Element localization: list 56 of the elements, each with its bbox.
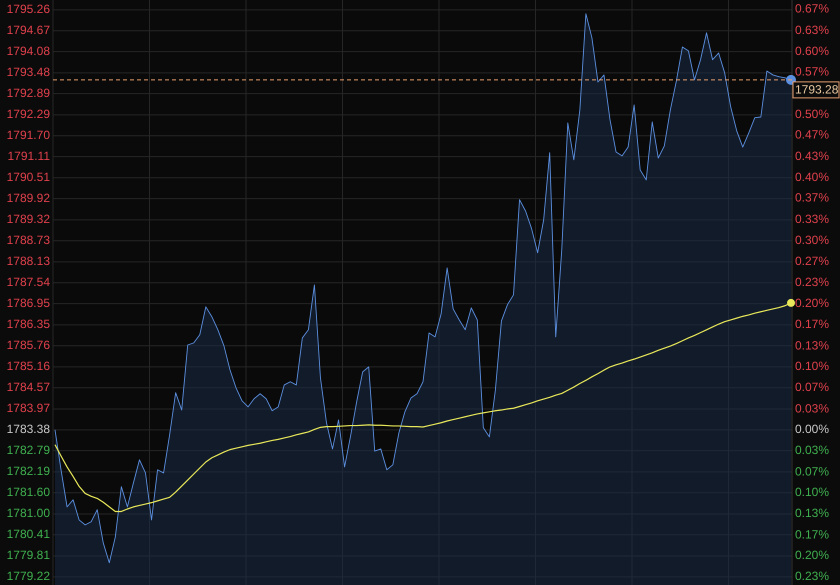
- y2-tick-label: 0.67%: [795, 2, 830, 16]
- y-tick-label: 1792.89: [6, 86, 50, 100]
- y-tick-label: 1794.67: [6, 22, 50, 37]
- y-tick-label: 1785.76: [6, 338, 50, 352]
- y-tick-label: 1787.54: [6, 274, 50, 289]
- y2-tick-label: 0.43%: [795, 149, 830, 164]
- y-tick-label: 1783.38: [6, 422, 50, 436]
- y2-tick-label: 0.03%: [795, 401, 830, 416]
- y2-tick-label: 0.07%: [795, 380, 830, 394]
- y-tick-label: 1779.22: [6, 569, 50, 584]
- y2-tick-label: 0.10%: [795, 485, 830, 500]
- y2-tick-label: 0.30%: [795, 232, 830, 247]
- y-tick-label: 1784.57: [6, 380, 50, 394]
- y-tick-label: 1785.16: [6, 359, 50, 374]
- y2-tick-label: 0.13%: [795, 506, 830, 520]
- y-tick-label: 1783.97: [6, 401, 50, 416]
- y2-tick-label: 0.13%: [795, 338, 830, 352]
- y-tick-label: 1790.51: [6, 170, 50, 184]
- y2-tick-label: 0.17%: [795, 316, 830, 331]
- y2-tick-label: 0.07%: [795, 464, 830, 478]
- y2-tick-label: 0.10%: [795, 359, 830, 374]
- y-tick-label: 1780.41: [6, 526, 50, 541]
- y-tick-label: 1786.35: [6, 317, 50, 332]
- y2-tick-label: 0.03%: [795, 442, 830, 457]
- y2-tick-label: 0.23%: [795, 275, 830, 290]
- y2-tick-label: 0.50%: [795, 106, 830, 121]
- y-tick-label: 1781.00: [6, 506, 50, 520]
- y2-tick-label: 0.63%: [795, 23, 830, 38]
- y2-tick-label: 0.17%: [795, 527, 830, 542]
- y-tick-label: 1786.95: [6, 296, 50, 310]
- y2-tick-label: 0.60%: [795, 44, 830, 58]
- y-tick-label: 1792.29: [6, 107, 50, 122]
- y2-tick-label: 0.33%: [795, 212, 830, 226]
- y-tick-label: 1795.26: [6, 2, 50, 16]
- y-tick-label: 1794.08: [6, 44, 50, 58]
- y-tick-label: 1789.32: [6, 212, 50, 226]
- y-tick-label: 1788.73: [6, 232, 50, 247]
- y-tick-label: 1782.79: [6, 442, 50, 457]
- y2-tick-label: 0.27%: [795, 254, 830, 268]
- y-tick-label: 1782.19: [6, 464, 50, 478]
- y2-tick-label: 0.37%: [795, 190, 830, 205]
- y2-tick-label: 0.47%: [795, 128, 830, 142]
- y2-tick-label: 0.57%: [795, 64, 830, 79]
- y2-tick-label: 0.40%: [795, 170, 830, 184]
- y2-tick-label: 0.00%: [795, 422, 830, 436]
- ref-line-label: 1793.28: [795, 82, 839, 97]
- y-tick-label: 1791.11: [8, 148, 50, 163]
- y-tick-label: 1789.92: [6, 190, 50, 205]
- y-tick-label: 1788.13: [6, 254, 50, 268]
- y2-tick-label: 0.20%: [795, 548, 830, 562]
- y-tick-label: 1791.70: [6, 128, 50, 142]
- y-tick-label: 1793.48: [6, 64, 50, 79]
- y2-tick-label: 0.20%: [795, 296, 830, 310]
- y-tick-label: 1779.81: [6, 548, 50, 562]
- y2-tick-label: 0.23%: [795, 568, 830, 583]
- y-tick-label: 1781.60: [6, 484, 50, 499]
